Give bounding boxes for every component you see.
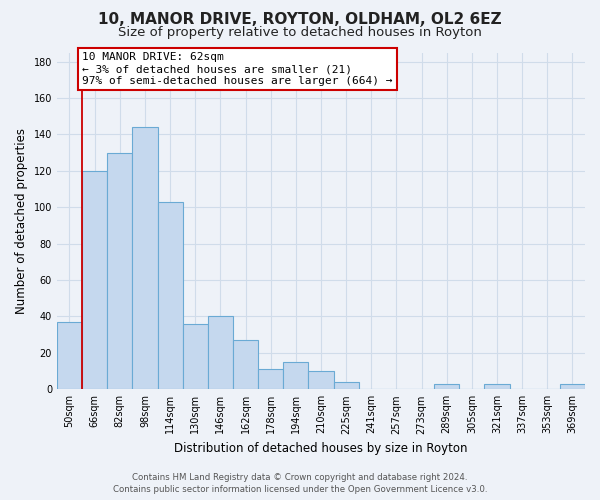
Text: 10, MANOR DRIVE, ROYTON, OLDHAM, OL2 6EZ: 10, MANOR DRIVE, ROYTON, OLDHAM, OL2 6EZ xyxy=(98,12,502,28)
Bar xyxy=(107,152,133,390)
Bar xyxy=(182,324,208,390)
Text: 10 MANOR DRIVE: 62sqm
← 3% of detached houses are smaller (21)
97% of semi-detac: 10 MANOR DRIVE: 62sqm ← 3% of detached h… xyxy=(82,52,392,86)
Text: Size of property relative to detached houses in Royton: Size of property relative to detached ho… xyxy=(118,26,482,39)
Bar xyxy=(133,127,158,390)
Bar xyxy=(158,202,182,390)
Bar xyxy=(57,322,82,390)
Bar xyxy=(233,340,258,390)
Bar xyxy=(484,384,509,390)
X-axis label: Distribution of detached houses by size in Royton: Distribution of detached houses by size … xyxy=(174,442,468,455)
Bar xyxy=(82,171,107,390)
Y-axis label: Number of detached properties: Number of detached properties xyxy=(15,128,28,314)
Bar xyxy=(283,362,308,390)
Bar xyxy=(308,371,334,390)
Bar xyxy=(334,382,359,390)
Bar xyxy=(208,316,233,390)
Bar xyxy=(258,370,283,390)
Bar xyxy=(560,384,585,390)
Text: Contains HM Land Registry data © Crown copyright and database right 2024.
Contai: Contains HM Land Registry data © Crown c… xyxy=(113,472,487,494)
Bar xyxy=(434,384,459,390)
